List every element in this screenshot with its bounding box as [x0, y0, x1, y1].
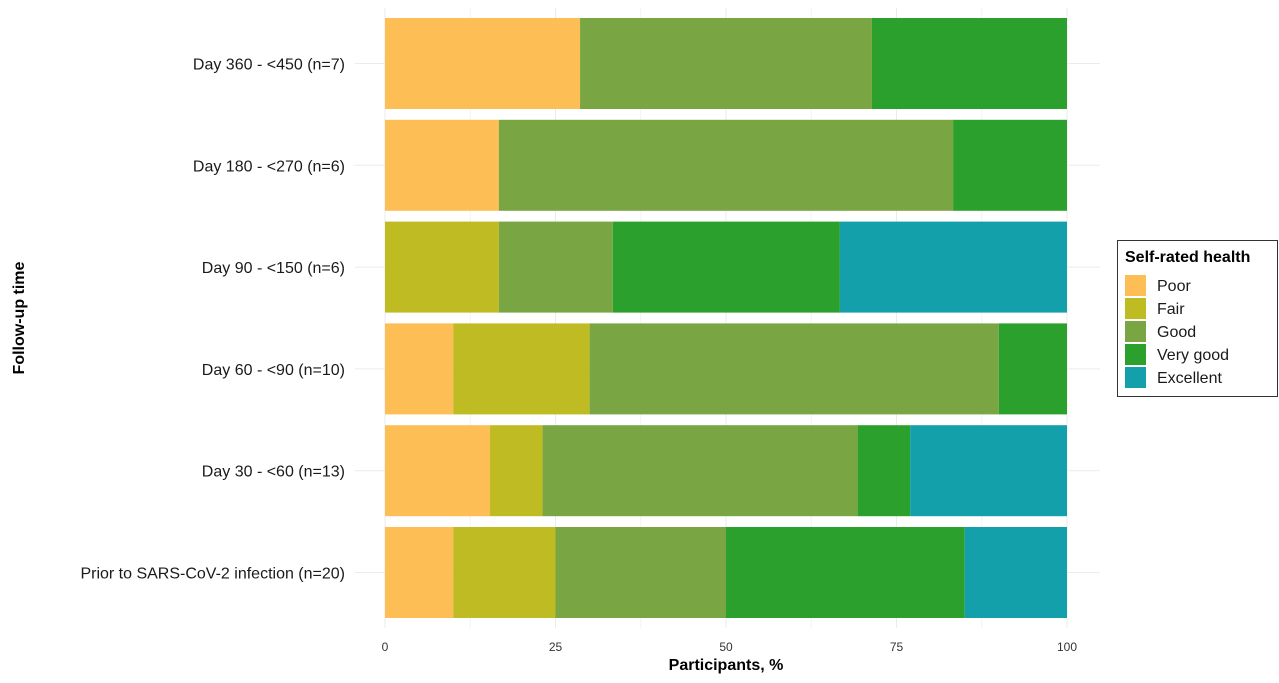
legend-items: Poor Fair Good Very good Excellent — [1125, 275, 1229, 388]
bar-segment — [453, 323, 590, 415]
legend: Self-rated health Poor Fair Good Very good E… — [1117, 240, 1278, 397]
bar-segment — [839, 221, 1067, 313]
bar-segment — [385, 527, 454, 618]
legend-label: Excellent — [1157, 370, 1222, 387]
x-tick-label: 75 — [890, 640, 904, 654]
bar-segment — [385, 323, 454, 415]
bar-segment — [453, 527, 556, 618]
x-tick-label: 50 — [719, 640, 733, 654]
bar-segment — [385, 18, 581, 109]
x-tick-label: 100 — [1057, 640, 1077, 654]
bar-segment — [498, 119, 954, 211]
legend-swatch — [1125, 344, 1146, 365]
bar-segment — [964, 527, 1067, 618]
bar-segment — [953, 119, 1067, 211]
bar-segment — [871, 18, 1067, 109]
bar-segment — [498, 221, 613, 313]
bar-segment — [490, 425, 543, 517]
category-label: Day 180 - <270 (n=6) — [193, 158, 345, 175]
bar-segment — [857, 425, 911, 517]
category-labels: Day 360 - <450 (n=7) Day 180 - <270 (n=6)… — [80, 57, 345, 583]
bar-segment — [385, 221, 499, 313]
x-tick-labels: 0 25 50 75 100 — [382, 640, 1078, 654]
bar-segment — [998, 323, 1067, 415]
legend-label: Fair — [1157, 301, 1185, 318]
x-axis-title: Participants, % — [669, 657, 784, 674]
legend-title: Self-rated health — [1125, 249, 1250, 266]
category-label: Day 60 - <90 (n=10) — [202, 362, 345, 379]
bar-segment — [580, 18, 872, 109]
bar-segment — [726, 527, 965, 618]
bar-segment — [910, 425, 1067, 517]
bar-segment — [555, 527, 726, 618]
bar-segment — [589, 323, 999, 415]
bar-segment — [542, 425, 858, 517]
legend-label: Good — [1157, 324, 1196, 341]
y-axis-title: Follow-up time — [11, 261, 28, 374]
legend-label: Poor — [1157, 278, 1191, 295]
category-label: Day 90 - <150 (n=6) — [202, 260, 345, 277]
legend-label: Very good — [1157, 347, 1229, 364]
bar-segment — [385, 119, 499, 211]
legend-swatch — [1125, 298, 1146, 319]
bar-segment — [385, 425, 491, 517]
x-tick-label: 0 — [382, 640, 389, 654]
legend-swatch — [1125, 367, 1146, 388]
category-label: Day 360 - <450 (n=7) — [193, 57, 345, 74]
bars — [385, 18, 1067, 618]
legend-swatch — [1125, 321, 1146, 342]
category-label: Day 30 - <60 (n=13) — [202, 464, 345, 481]
category-label: Prior to SARS-CoV-2 infection (n=20) — [80, 566, 345, 583]
legend-swatch — [1125, 275, 1146, 296]
bar-segment — [612, 221, 840, 313]
x-tick-label: 25 — [549, 640, 563, 654]
